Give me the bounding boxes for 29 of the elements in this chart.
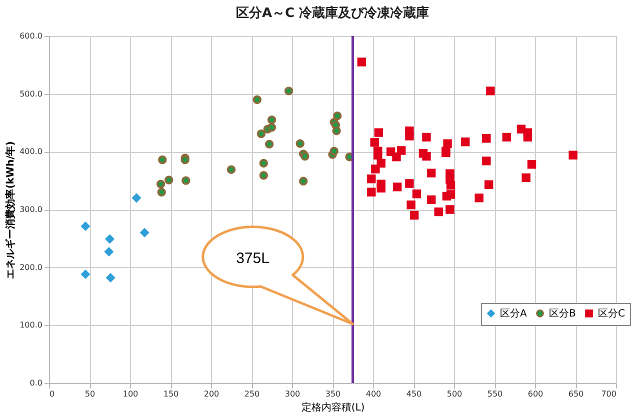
x-tick-label: 450 xyxy=(406,390,422,398)
chart-title: 区分A～C 冷蔵庫及び冷凍冷蔵庫 xyxy=(236,5,430,21)
x-tick-label: 400 xyxy=(366,390,382,398)
y-tick-label: 400.0 xyxy=(20,147,42,156)
x-axis-title: 定格内容積(L) xyxy=(301,402,365,414)
x-tick-label: 50 xyxy=(84,390,96,398)
x-tick-label: 200 xyxy=(204,390,220,398)
y-tick-label: 600.0 xyxy=(20,32,42,40)
x-tick-label: 300 xyxy=(284,390,300,398)
y-tick-label: 300.0 xyxy=(20,205,42,214)
x-tick-label: 500 xyxy=(446,390,462,398)
y-tick-label: 0.0 xyxy=(30,378,42,388)
legend-label: 区分B xyxy=(549,307,576,320)
legend-label: 区分C xyxy=(598,307,625,320)
annotation: 375L xyxy=(236,250,270,268)
y-tick-label: 100.0 xyxy=(20,320,42,330)
x-tick-label: 0 xyxy=(50,390,55,398)
y-axis-title: エネルギー消費効率(kWh/年) xyxy=(4,141,17,279)
legend-label: 区分A xyxy=(500,307,527,320)
x-tick-label: 150 xyxy=(163,390,179,398)
x-tick-label: 550 xyxy=(487,390,503,398)
x-tick-label: 350 xyxy=(325,390,341,398)
y-tick-label: 200.0 xyxy=(20,262,42,272)
x-tick-label: 250 xyxy=(244,390,260,398)
x-tick-label: 650 xyxy=(568,390,584,398)
y-tick-label: 500.0 xyxy=(20,89,42,98)
x-tick-label: 600 xyxy=(528,390,544,398)
x-tick-label: 700 xyxy=(601,390,616,398)
x-tick-label: 100 xyxy=(122,390,138,398)
